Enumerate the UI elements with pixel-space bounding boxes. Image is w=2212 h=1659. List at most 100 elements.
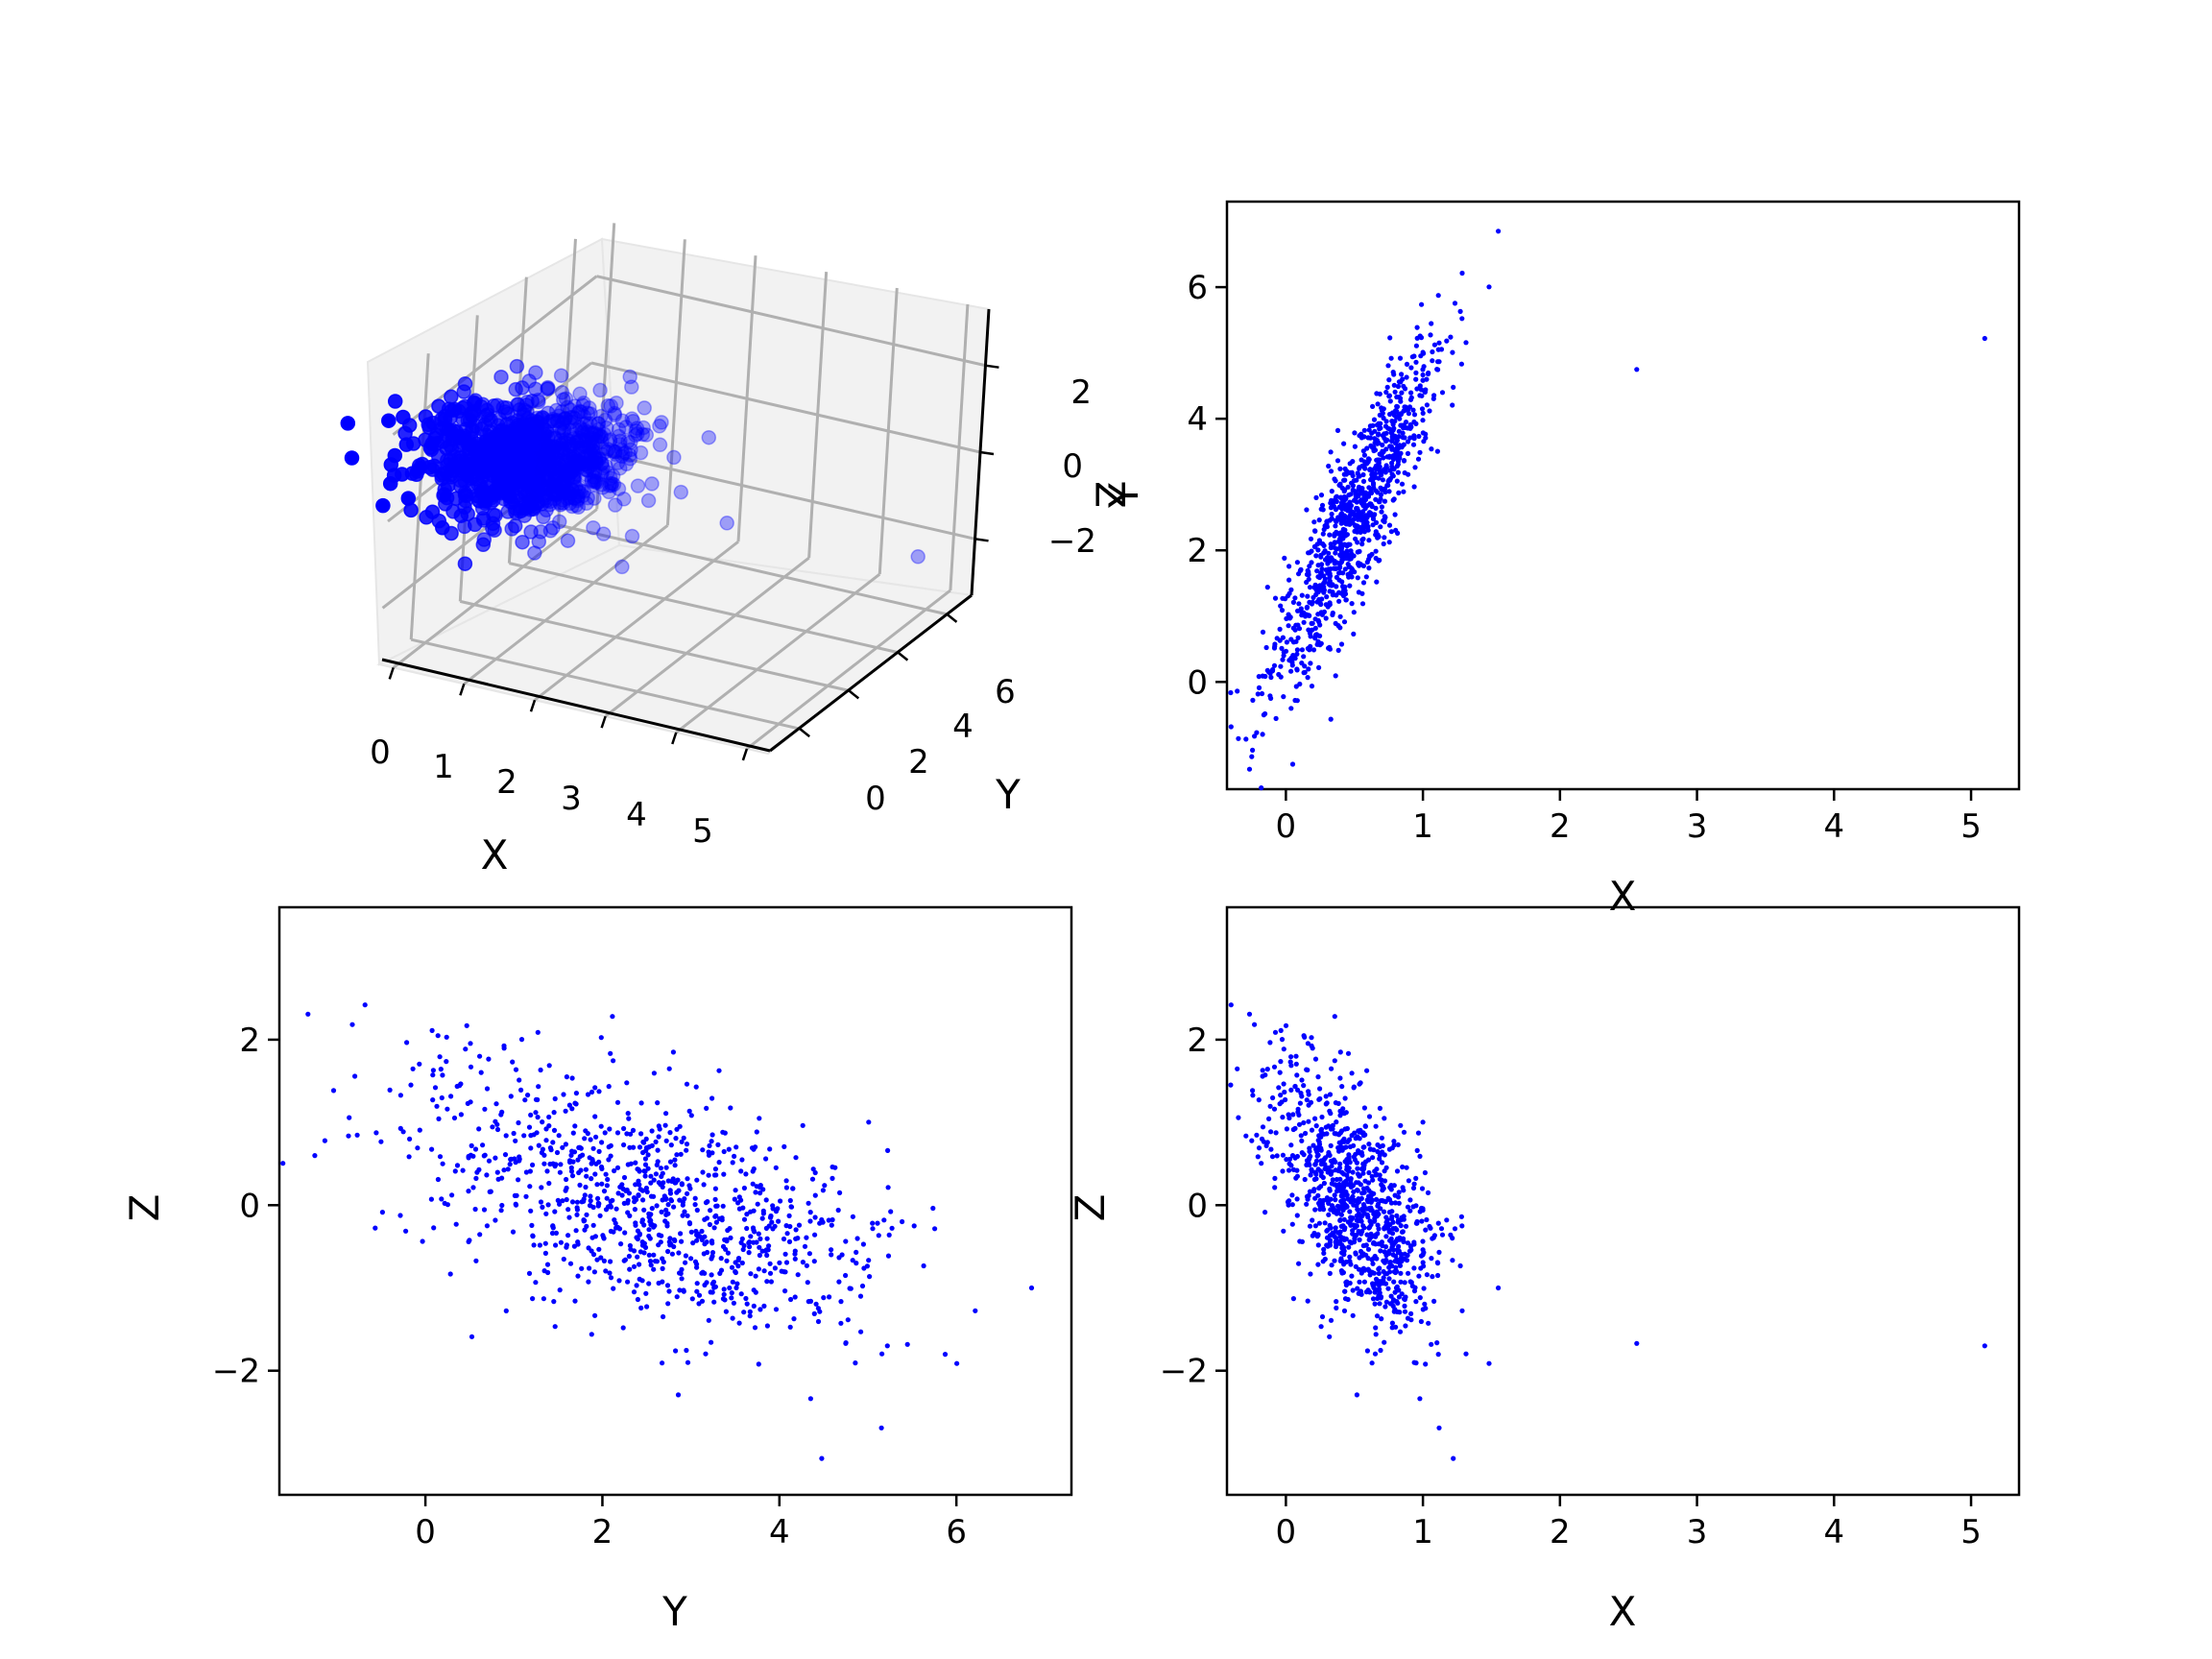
scatter-point: [655, 1100, 661, 1106]
grid-line: [410, 637, 801, 731]
scatter-point: [1306, 576, 1311, 582]
scatter-point: [1337, 613, 1343, 619]
scatter-point: [1401, 425, 1407, 431]
scatter-point: [804, 1262, 810, 1268]
scatter-point-3d: [637, 400, 652, 416]
scatter-point: [791, 1316, 797, 1322]
scatter-point: [1296, 601, 1302, 607]
scatter-point: [444, 1059, 449, 1065]
scatter-point: [712, 1166, 719, 1172]
scatter-point: [638, 1305, 644, 1310]
y-axis-label-y-vs-z: Z: [121, 1194, 168, 1222]
scatter-point: [1343, 471, 1349, 477]
y-ticks-x-vs-z: −202: [1160, 1022, 1227, 1391]
scatter-point: [467, 1238, 472, 1243]
scatter-point: [1324, 524, 1330, 530]
scatter-point-3d: [526, 439, 541, 455]
scatter-point: [1420, 430, 1426, 436]
scatter-point: [1401, 383, 1407, 389]
grid-line: [534, 541, 739, 702]
scatter-point: [712, 1186, 719, 1191]
scatter-point: [1420, 410, 1426, 416]
scatter-point: [1413, 1175, 1419, 1181]
scatter-point-3d: [570, 488, 586, 504]
scatter-point: [1295, 635, 1301, 641]
scatter-point: [1370, 1296, 1377, 1302]
scatter-point: [1355, 1213, 1360, 1218]
scatter-point: [1366, 1142, 1372, 1147]
scatter-point: [468, 1041, 473, 1046]
scatter-point: [508, 1156, 515, 1162]
scatter-point: [1322, 1220, 1328, 1226]
scatter-point: [439, 1094, 445, 1101]
scatter-point: [626, 1253, 633, 1260]
scatter-point: [1357, 1173, 1362, 1179]
scatter-point-3d: [526, 433, 541, 449]
scatter-point: [619, 1192, 625, 1198]
scatter-point: [513, 1202, 519, 1208]
scatter-point: [1365, 1246, 1372, 1252]
scatter-point-3d: [532, 481, 548, 496]
scatter-point: [637, 1144, 643, 1150]
scatter-point: [711, 1172, 718, 1178]
scatter-point: [1356, 589, 1361, 595]
scatter-point: [1268, 674, 1274, 681]
scatter-point: [1395, 443, 1401, 448]
scatter-point: [484, 1172, 490, 1178]
scatter-point: [573, 1228, 579, 1234]
scatter-point-3d: [536, 471, 552, 487]
scatter-point: [1413, 1360, 1419, 1366]
scatter-point-3d: [534, 435, 549, 450]
scatter-point: [1306, 1118, 1311, 1124]
scatter-point-3d: [562, 448, 578, 464]
scatter-point: [683, 1253, 689, 1259]
scatter-point: [1260, 1073, 1265, 1079]
scatter-point: [637, 1231, 643, 1237]
scatter-point: [1324, 518, 1330, 525]
scatter-point: [706, 1317, 711, 1323]
scatter-point-3d: [559, 463, 575, 478]
scatter-point: [1310, 647, 1317, 653]
scatter-point: [1375, 532, 1381, 538]
scatter-point: [570, 1159, 576, 1165]
scatter-point: [1436, 359, 1442, 365]
scatter-point-3d: [556, 422, 572, 438]
scatter-point-3d: [553, 432, 568, 448]
scatter-point: [1402, 1280, 1407, 1286]
scatter-point: [1397, 1235, 1403, 1240]
scatter-point: [477, 1053, 483, 1059]
scatter-point: [1290, 1166, 1297, 1172]
scatter-point: [1337, 561, 1343, 566]
scatter-point: [1423, 1306, 1429, 1311]
scatter-point: [568, 1165, 574, 1170]
scatter-point: [1381, 1186, 1386, 1191]
scatter-point-3d: [543, 473, 559, 489]
scatter-point: [637, 1262, 642, 1267]
scatter-point: [1374, 1313, 1381, 1319]
scatter-point: [1374, 391, 1380, 397]
scatter-point-3d: [537, 425, 552, 442]
scatter-point-3d: [625, 413, 641, 429]
scatter-point-3d: [515, 463, 531, 478]
scatter-point: [736, 1194, 742, 1200]
scatter-point: [1434, 1340, 1440, 1346]
scatter-point: [529, 1222, 535, 1228]
y-tick-label: 0: [239, 1187, 260, 1225]
scatter-point: [1286, 1167, 1292, 1173]
scatter-point: [1296, 626, 1303, 632]
scatter-point: [1375, 1222, 1381, 1228]
scatter-point-3d: [566, 490, 582, 506]
scatter-point: [1312, 528, 1318, 534]
scatter-point: [627, 1266, 633, 1272]
scatter-point: [1356, 1218, 1361, 1224]
scatter-point: [1379, 504, 1384, 510]
scatter-point: [1352, 1130, 1358, 1136]
scatter-point: [703, 1351, 709, 1357]
scatter-point: [1370, 1155, 1376, 1161]
scatter-point: [1413, 1299, 1419, 1305]
scatter-point: [1369, 471, 1375, 477]
scatter-point: [1243, 1133, 1249, 1139]
scatter-point: [1354, 1392, 1359, 1398]
scatter-point: [1398, 1270, 1404, 1276]
scatter-point: [453, 1221, 459, 1227]
